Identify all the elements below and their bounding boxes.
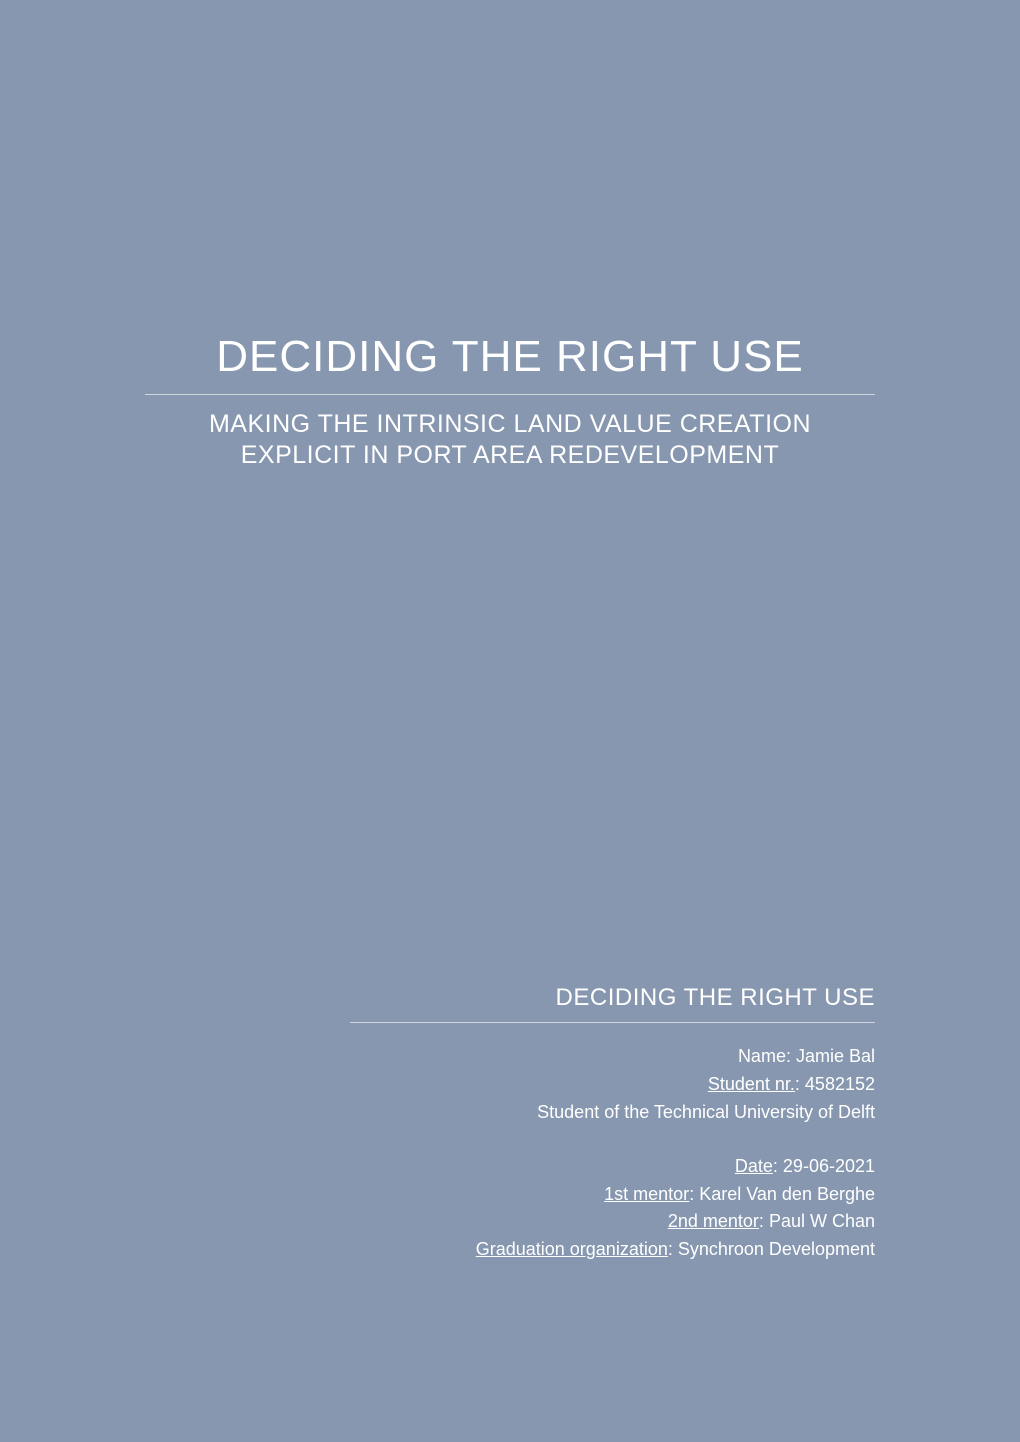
student-info-block: Name: Jamie Bal Student nr.: 4582152 Stu… bbox=[350, 1043, 875, 1127]
org-line: Graduation organization: Synchroon Devel… bbox=[350, 1236, 875, 1264]
mentor2-label: 2nd mentor bbox=[668, 1211, 759, 1231]
name-label: Name bbox=[738, 1046, 786, 1066]
date-line: Date: 29-06-2021 bbox=[350, 1153, 875, 1181]
subtitle: MAKING THE INTRINSIC LAND VALUE CREATION… bbox=[145, 409, 875, 472]
date-value: 29-06-2021 bbox=[783, 1156, 875, 1176]
mentor1-value: Karel Van den Berghe bbox=[699, 1184, 875, 1204]
student-number-label: Student nr. bbox=[708, 1074, 795, 1094]
student-number-value: 4582152 bbox=[805, 1074, 875, 1094]
info-heading: DECIDING THE RIGHT USE bbox=[350, 984, 875, 1023]
mentor1-line: 1st mentor: Karel Van den Berghe bbox=[350, 1181, 875, 1209]
mentor1-label: 1st mentor bbox=[604, 1184, 689, 1204]
main-title: DECIDING THE RIGHT USE bbox=[145, 332, 875, 395]
org-value: Synchroon Development bbox=[678, 1239, 875, 1259]
date-label: Date bbox=[735, 1156, 773, 1176]
student-name-line: Name: Jamie Bal bbox=[350, 1043, 875, 1071]
mentor2-value: Paul W Chan bbox=[769, 1211, 875, 1231]
info-section: DECIDING THE RIGHT USE Name: Jamie Bal S… bbox=[350, 984, 875, 1290]
name-value: Jamie Bal bbox=[796, 1046, 875, 1066]
student-number-line: Student nr.: 4582152 bbox=[350, 1071, 875, 1099]
student-affiliation: Student of the Technical University of D… bbox=[350, 1099, 875, 1127]
title-section: DECIDING THE RIGHT USE MAKING THE INTRIN… bbox=[145, 332, 875, 472]
mentor2-line: 2nd mentor: Paul W Chan bbox=[350, 1208, 875, 1236]
org-label: Graduation organization bbox=[476, 1239, 668, 1259]
details-info-block: Date: 29-06-2021 1st mentor: Karel Van d… bbox=[350, 1153, 875, 1265]
